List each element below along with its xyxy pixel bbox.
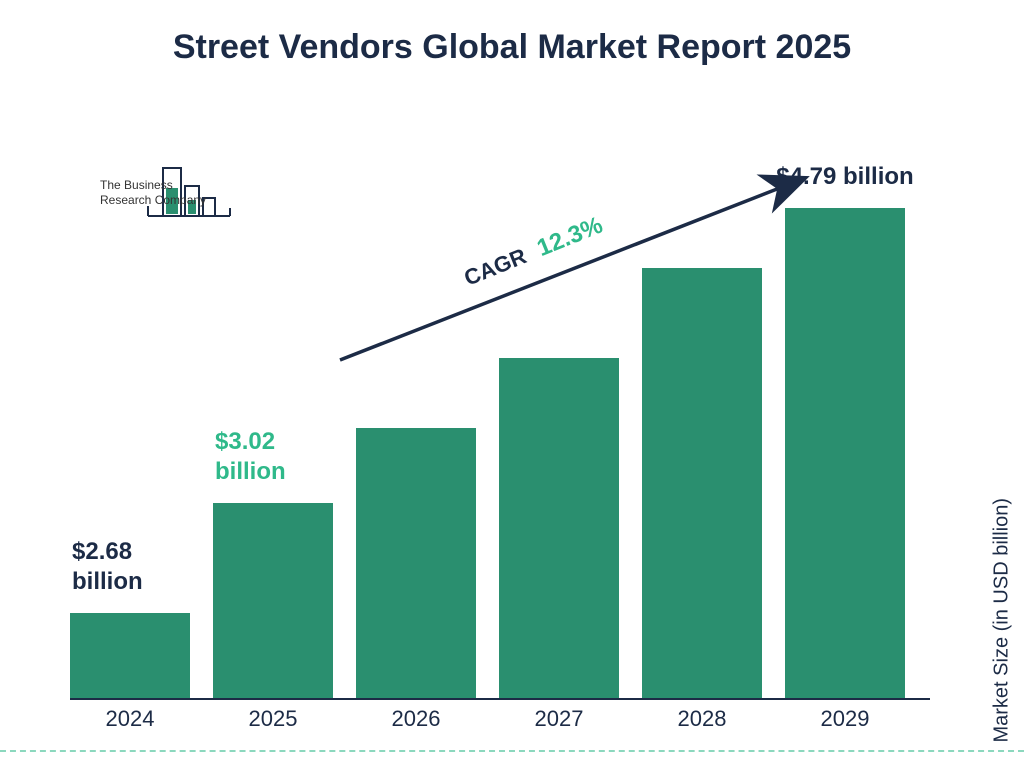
bar-2029 — [785, 208, 905, 698]
bar-2026 — [356, 428, 476, 698]
chart-area: 2024$2.68billion2025$3.02billion20262027… — [70, 140, 930, 700]
bar-2027 — [499, 358, 619, 698]
value-label-2024: $2.68billion — [72, 537, 202, 597]
x-label-2029: 2029 — [785, 706, 905, 732]
x-label-2027: 2027 — [499, 706, 619, 732]
x-label-2024: 2024 — [70, 706, 190, 732]
y-axis-title: Market Size (in USD billion) — [991, 498, 1014, 743]
bar-2028 — [642, 268, 762, 698]
bottom-dashed-divider — [0, 750, 1024, 752]
chart-title: Street Vendors Global Market Report 2025 — [0, 28, 1024, 67]
bar-2024 — [70, 613, 190, 698]
x-label-2025: 2025 — [213, 706, 333, 732]
x-label-2026: 2026 — [356, 706, 476, 732]
x-axis-line — [70, 698, 930, 700]
chart-container: Street Vendors Global Market Report 2025… — [0, 0, 1024, 768]
value-label-2025: $3.02billion — [215, 427, 345, 487]
x-label-2028: 2028 — [642, 706, 762, 732]
bar-2025 — [213, 503, 333, 698]
value-label-2029: $4.79 billion — [755, 162, 935, 192]
